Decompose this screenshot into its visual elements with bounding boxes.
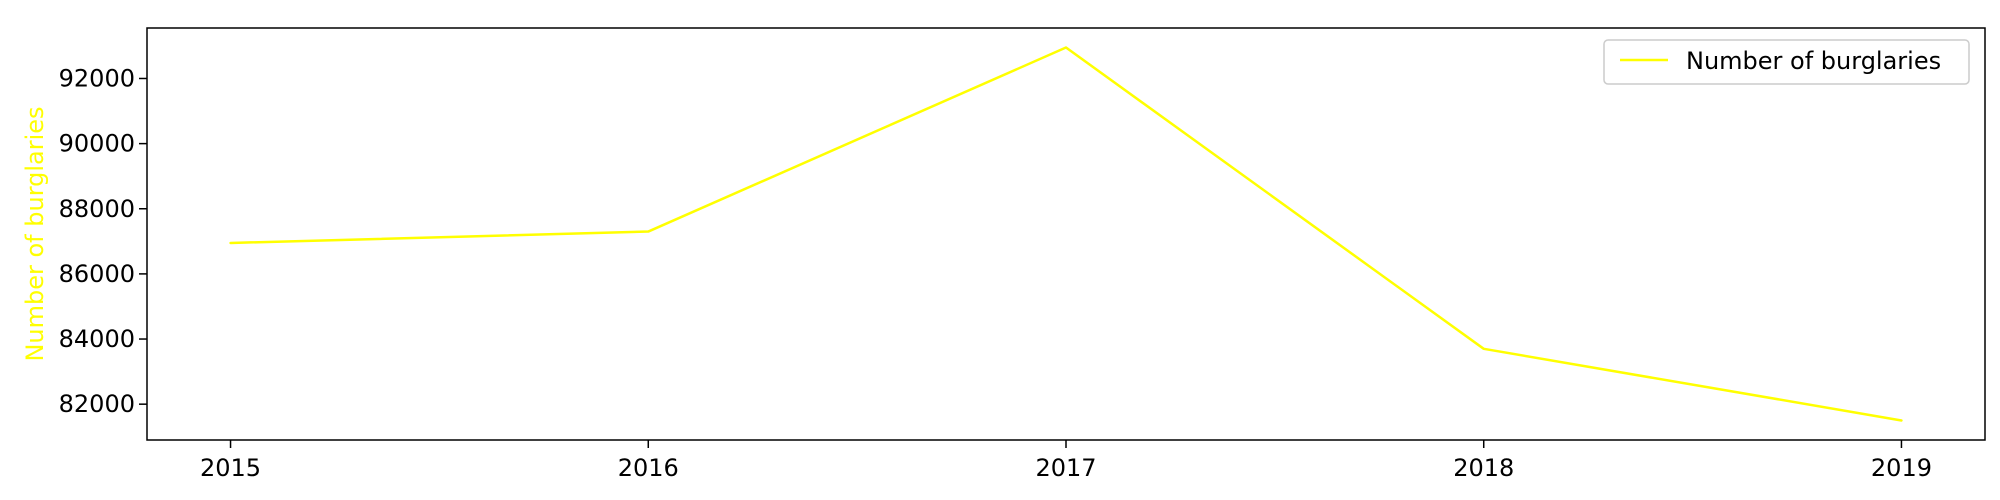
legend: Number of burglaries: [1603, 39, 1970, 85]
y-tick-label: 88000: [59, 195, 135, 223]
legend-label: Number of burglaries: [1686, 47, 1941, 75]
y-tick-label: 90000: [59, 130, 135, 158]
x-tick-label: 2016: [618, 454, 679, 482]
y-tick-label: 86000: [59, 260, 135, 288]
x-tick-label: 2018: [1453, 454, 1514, 482]
x-tick-label: 2019: [1871, 454, 1932, 482]
x-tick-label: 2015: [200, 454, 261, 482]
series-layer: [229, 46, 1903, 422]
y-axis-label: Number of burglaries: [21, 106, 49, 361]
y-axis-ticks: 82000 84000 86000 88000 90000 92000: [59, 64, 147, 418]
y-tick-label: 92000: [59, 64, 135, 92]
x-tick-label: 2017: [1035, 454, 1096, 482]
x-axis-ticks: 2015 2016 2017 2018 2019: [200, 440, 1932, 482]
plot-area-frame: [146, 27, 1986, 441]
series-line-0: [229, 46, 1903, 422]
legend-box: [1603, 39, 1970, 85]
y-tick-label: 82000: [59, 390, 135, 418]
y-tick-label: 84000: [59, 325, 135, 353]
